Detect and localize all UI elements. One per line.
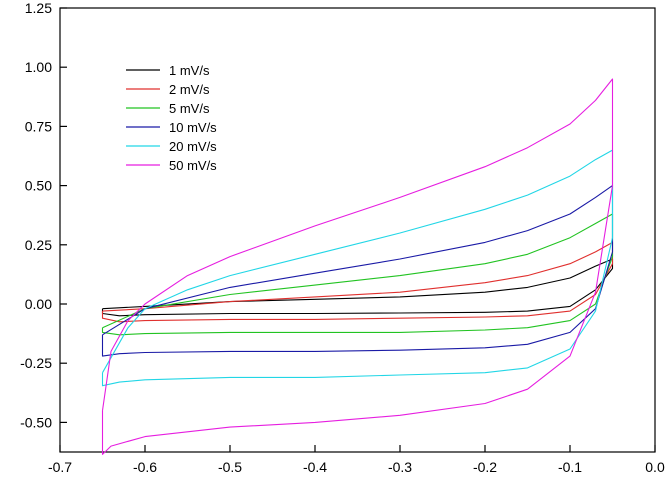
plot-frame (59, 7, 656, 453)
x-tick-label: -0.2 (473, 459, 497, 475)
legend-label: 50 mV/s (169, 158, 217, 173)
y-tick-label: 0.75 (25, 118, 52, 134)
series-line-4 (101, 185, 614, 357)
y-tick-label: 1.25 (25, 0, 52, 16)
y-tick-label: -0.25 (20, 355, 52, 371)
legend-label: 5 mV/s (169, 101, 210, 116)
legend-label: 20 mV/s (169, 139, 217, 154)
series-line-1 (101, 258, 614, 317)
axis-ticks: -0.7 -0.6 -0.5 -0.4 -0.3 -0.2 -0.1 0.0 -0.50 -0.2… (20, 0, 665, 475)
legend-label: 2 mV/s (169, 82, 210, 97)
series-line-3 (101, 213, 614, 336)
x-tick-label: -0.6 (133, 459, 157, 475)
y-tick-label: 0.50 (25, 178, 52, 194)
x-tick-label: 0.0 (645, 459, 665, 475)
x-tick-label: -0.5 (218, 459, 242, 475)
series-group (101, 78, 614, 455)
y-tick-label: 0.00 (25, 296, 52, 312)
series-line-6 (101, 78, 614, 455)
legend-label: 10 mV/s (169, 120, 217, 135)
legend-label: 1 mV/s (169, 63, 210, 78)
x-tick-label: -0.3 (388, 459, 412, 475)
y-tick-label: 1.00 (25, 59, 52, 75)
x-tick-label: -0.4 (303, 459, 327, 475)
y-tick-label: -0.50 (20, 414, 52, 430)
legend: 1 mV/s 2 mV/s 5 mV/s 10 mV/s 20 mV/s 50 mV/s (126, 63, 217, 173)
series-line-5 (101, 149, 614, 387)
y-tick-label: 0.25 (25, 237, 52, 253)
x-tick-label: -0.1 (558, 459, 582, 475)
x-tick-label: -0.7 (48, 459, 72, 475)
